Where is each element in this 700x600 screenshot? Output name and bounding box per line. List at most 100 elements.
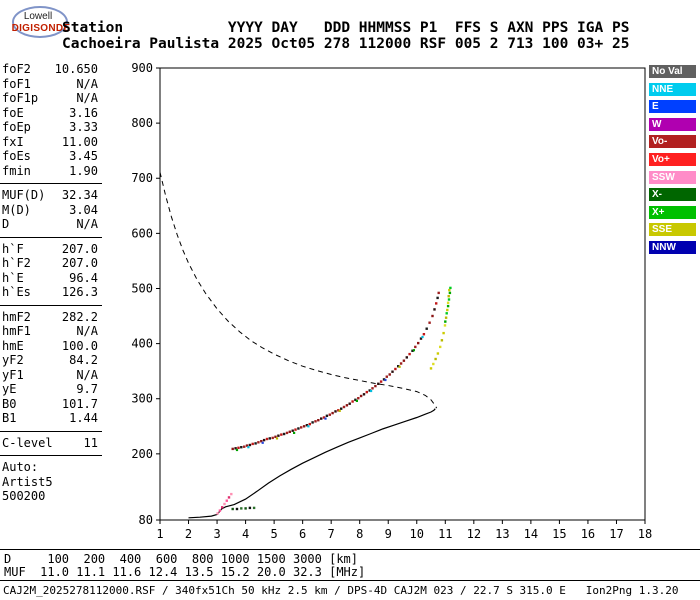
- param-label: h`F2: [2, 256, 31, 270]
- es-trace-pink-point: [225, 499, 228, 502]
- x-tick-label: 18: [638, 527, 652, 541]
- f-trace-o-mode-point: [314, 420, 317, 423]
- x-tick-label: 7: [328, 527, 335, 541]
- param-value: 11: [83, 435, 98, 450]
- f-trace-o-mode-point: [436, 296, 439, 300]
- f-trace-speckle-point: [275, 437, 279, 440]
- f-trace-o-mode-point: [254, 442, 257, 445]
- f-trace-o-mode-point: [297, 427, 300, 430]
- param-label: h`F: [2, 241, 24, 256]
- f-trace-speckle-point: [307, 425, 310, 428]
- f-trace-x-tip-point: [449, 286, 452, 290]
- f-trace-o-mode-point: [405, 356, 408, 359]
- param-label: C-level: [2, 435, 53, 450]
- param-row: B1 1.44: [0, 411, 102, 426]
- f-trace-o-mode-point: [320, 417, 323, 420]
- param-label: Auto:: [2, 460, 39, 474]
- param-label: fmin: [2, 163, 31, 178]
- legend-item: X-: [649, 188, 696, 202]
- f-trace-o-mode-point: [331, 411, 334, 415]
- f-trace-x-tip-point: [448, 291, 452, 295]
- f-trace-o-mode-point: [428, 321, 431, 324]
- param-group-separator: [0, 455, 102, 456]
- f-trace-o-mode-point: [411, 349, 414, 352]
- f-trace-x-mode-point: [443, 324, 447, 327]
- es-trace-pink-point: [227, 496, 231, 499]
- header-station-values: Cachoeira Paulista 2025 Oct05 278 112000…: [62, 36, 630, 52]
- param-label: MUF(D): [2, 188, 46, 202]
- f-trace-o-mode-point: [371, 387, 374, 390]
- y-tick-label: 80: [139, 513, 153, 527]
- f-trace-o-mode-point: [408, 352, 411, 356]
- legend-item: NNW: [649, 240, 696, 254]
- f-trace-o-mode-point: [280, 433, 283, 436]
- param-row: Auto:: [0, 460, 102, 475]
- y-tick-label: 300: [131, 392, 153, 406]
- param-label: foF2: [2, 62, 31, 76]
- x-tick-label: 10: [410, 527, 424, 541]
- param-row: fxI 11.00: [0, 135, 102, 150]
- param-value: 96.4: [69, 270, 98, 285]
- f-trace-o-mode-point: [240, 446, 243, 449]
- f-trace-o-mode-point: [351, 400, 354, 403]
- digisonde-logo: Lowell DIGISONDE: [4, 4, 78, 44]
- f-trace-o-mode-point: [354, 398, 357, 401]
- param-row: D N/A: [0, 217, 102, 232]
- param-value: 1.44: [69, 411, 98, 425]
- f-trace-o-mode-point: [419, 337, 423, 340]
- x-tick-label: 15: [552, 527, 566, 541]
- param-row: h`E 96.4: [0, 271, 102, 286]
- doppler-direction-legend: No Val NNE E W Vo- Vo+ SSW X- X+ SSE NNW: [649, 65, 696, 259]
- param-row: yF1 N/A: [0, 368, 102, 383]
- muf-transmission-curve: [159, 172, 438, 409]
- param-value: 207.0: [61, 241, 98, 256]
- param-row: yE 9.7: [0, 382, 102, 397]
- f-trace-speckle-point: [384, 378, 387, 382]
- y-tick-label: 200: [131, 447, 153, 461]
- param-row: hmF2 282.2: [0, 310, 102, 325]
- x-tick-label: 16: [581, 527, 595, 541]
- param-label: foF1p: [2, 91, 39, 105]
- param-group-separator: [0, 304, 102, 306]
- param-row: C-level 11: [0, 436, 102, 451]
- f-trace-o-mode-point: [234, 447, 237, 450]
- legend-item: SSW: [649, 170, 696, 184]
- f-trace-o-mode-point: [394, 367, 397, 371]
- param-row: foF1 N/A: [0, 77, 102, 92]
- f-trace-o-mode-point: [322, 416, 326, 419]
- f-trace-o-mode-point: [414, 345, 417, 349]
- f-trace-o-mode-point: [374, 384, 377, 388]
- f-trace-o-mode-point: [274, 435, 277, 438]
- f-trace-o-mode-point: [368, 389, 371, 392]
- param-value: N/A: [76, 76, 98, 91]
- es-trace-pink-point: [223, 502, 226, 506]
- param-row: B0 101.7: [0, 397, 102, 412]
- param-row: foE 3.16: [0, 106, 102, 121]
- plot-frame: [159, 67, 646, 521]
- param-value: [98, 460, 102, 475]
- f-trace-o-mode-point: [251, 442, 254, 446]
- f-trace-o-mode-point: [359, 394, 363, 398]
- f-trace-x-mode-point: [448, 288, 451, 292]
- file-info-line: CAJ2M_2025278112000.RSF / 340fx51Ch 50 k…: [3, 584, 679, 597]
- x-tick-label: 6: [299, 527, 306, 541]
- f-trace-o-mode-point: [311, 421, 314, 424]
- f-trace-x-tip-point: [446, 304, 450, 308]
- param-value: 282.2: [61, 309, 98, 324]
- f-trace-o-mode-point: [399, 362, 403, 365]
- logo-oval: [12, 6, 68, 38]
- x-tick-label: 4: [242, 527, 249, 541]
- x-tick-label: 17: [609, 527, 623, 541]
- es-trace-dark-point: [235, 507, 239, 511]
- legend-item: Vo-: [649, 135, 696, 149]
- param-row: hmF1 N/A: [0, 324, 102, 339]
- param-value: 207.0: [61, 256, 98, 270]
- y-tick-label: 900: [131, 61, 153, 75]
- params-panel: foF2 10.650 foF1 N/A foF1p N/A foE 3.16 foEp 3.33…: [0, 62, 102, 504]
- f-trace-x-mode-point: [439, 345, 442, 349]
- param-label: Artist5: [2, 474, 53, 489]
- param-value: N/A: [76, 91, 98, 105]
- param-value: 10.650: [54, 62, 98, 76]
- param-row: fmin 1.90: [0, 164, 102, 179]
- f-trace-x-mode-point: [440, 339, 444, 342]
